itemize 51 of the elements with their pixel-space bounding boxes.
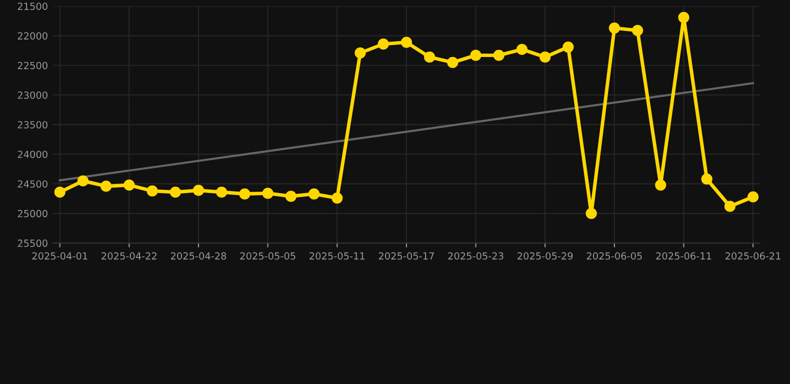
y-tick-label: 25500	[18, 240, 48, 247]
x-tick-label: 2025-06-05	[586, 252, 642, 260]
point	[747, 191, 759, 202]
y-tick-label: 23500	[18, 121, 48, 128]
x-tick-label: 2025-04-01	[32, 252, 88, 260]
y-tick-label: 23000	[18, 91, 48, 99]
x-tick-label: 2025-04-22	[102, 252, 156, 260]
point	[632, 24, 644, 36]
point	[285, 190, 296, 202]
point	[400, 36, 412, 48]
point	[424, 52, 436, 63]
point	[447, 56, 458, 68]
point	[54, 186, 66, 198]
x-tick-label: 2025-05-29	[518, 252, 573, 260]
point	[192, 184, 204, 196]
y-tick-label: 25000	[18, 210, 48, 218]
point	[216, 186, 228, 198]
y-tick-label: 21500	[18, 2, 48, 10]
x-tick-label: 2025-05-23	[448, 252, 504, 260]
x-tick-label: 2025-06-21	[726, 252, 780, 260]
point	[239, 188, 250, 200]
x-tick-label: 2025-05-11	[310, 252, 364, 260]
x-tick-label: 2025-05-17	[378, 252, 434, 260]
point	[77, 175, 89, 186]
point	[124, 179, 135, 191]
y-tick-label: 24000	[18, 150, 48, 158]
point	[516, 44, 528, 55]
point	[354, 47, 366, 58]
point	[146, 185, 158, 197]
point	[332, 192, 343, 204]
point	[586, 208, 597, 220]
y-tick-label: 22500	[18, 62, 48, 70]
y-tick-label: 22000	[18, 32, 48, 40]
point	[470, 50, 482, 61]
point	[308, 188, 320, 200]
point	[170, 186, 181, 198]
point	[724, 200, 736, 212]
x-tick-label: 2025-05-05	[240, 252, 296, 260]
x-tick-label: 2025-06-11	[656, 252, 712, 260]
point	[562, 41, 574, 53]
point	[678, 12, 690, 23]
point	[378, 38, 389, 50]
point	[100, 180, 112, 192]
point	[608, 22, 620, 34]
x-tick-label: 2025-04-28	[170, 252, 226, 260]
point	[655, 179, 666, 191]
point	[540, 52, 551, 63]
point	[262, 188, 274, 199]
point	[493, 50, 504, 61]
y-tick-label: 24500	[18, 180, 48, 188]
point	[701, 174, 712, 185]
